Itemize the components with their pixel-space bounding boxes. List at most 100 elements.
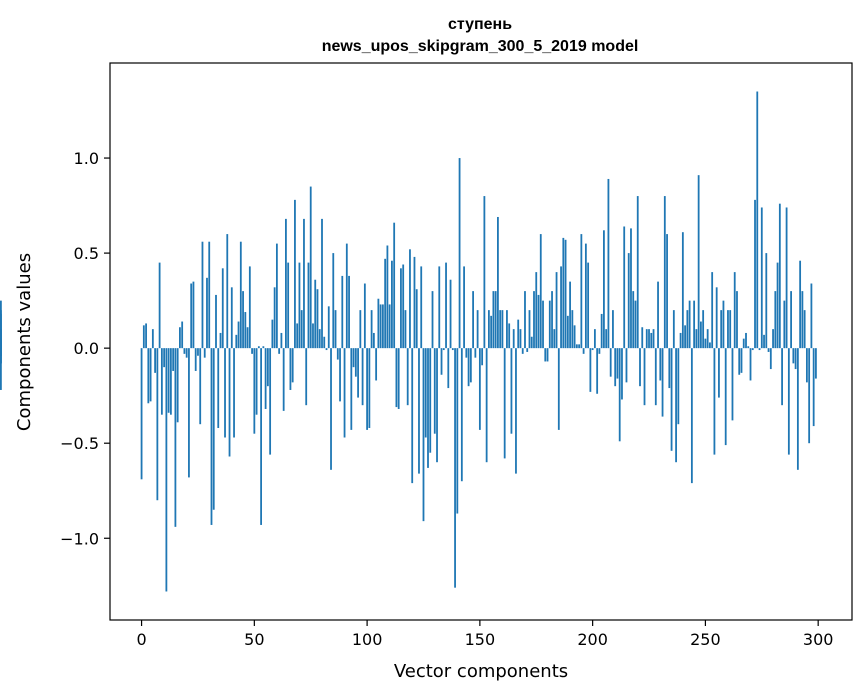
bar [754,199,756,349]
bar [688,300,691,349]
x-axis-ticks: 0 50 100 150 200 250 300 [136,620,833,649]
bar [269,348,272,455]
bar [794,348,797,370]
bar [497,216,499,349]
bar [438,266,441,349]
bar [625,348,628,383]
bar [501,310,504,349]
bar [481,348,484,366]
bar [679,332,682,349]
bar [706,329,709,349]
bar [724,348,727,446]
bar [402,264,405,349]
bar [449,279,452,349]
bar [165,348,168,592]
bar [533,291,535,349]
bar [618,348,621,442]
bar [406,348,409,406]
bar [433,348,436,434]
bar [190,283,193,349]
bar [436,348,438,463]
x-tick-label: 50 [244,630,264,649]
bar [422,348,425,522]
bar [0,348,2,356]
bar [316,289,319,349]
bar [188,348,190,478]
bar [294,199,296,349]
bar [639,348,641,387]
bar [720,310,723,349]
bar [657,281,659,349]
bar [472,291,474,349]
bar [456,348,459,514]
bar [442,348,445,351]
y-axis-label: Components values [14,253,35,431]
bar [275,243,278,349]
bar [781,348,783,406]
bar [612,310,614,349]
bar [300,310,303,349]
bar [427,348,429,468]
bar [478,348,481,430]
bar [305,348,308,406]
bar [589,348,592,392]
bar [327,306,330,349]
bar [0,348,2,364]
bar [264,348,267,409]
bar [420,266,423,349]
bar [467,348,470,387]
bar [194,348,197,371]
bar [321,218,323,349]
bar [765,253,768,349]
bar [354,348,357,377]
bar [366,348,368,430]
bar [397,348,400,409]
y-tick-label: −0.5 [60,434,99,453]
bar [224,348,226,438]
bar [722,300,725,349]
bar [278,348,281,354]
bar [776,262,779,349]
bar [391,260,393,349]
bar [681,232,684,349]
bar [677,348,680,425]
bar [348,275,350,349]
bar [244,312,247,349]
bar [172,348,175,371]
bar [808,348,811,444]
bar [569,281,571,349]
bar [217,348,220,428]
bar [228,348,231,457]
bar [282,348,285,411]
bar [801,291,804,349]
bar [641,327,644,349]
bar [521,348,524,354]
bar [176,348,179,423]
bar [774,291,777,349]
bar [614,348,617,387]
bar [650,332,653,349]
bar [465,348,468,358]
bar [715,287,718,349]
bar [454,348,456,588]
bar [359,310,362,349]
bar [652,329,655,349]
x-tick-label: 200 [577,630,608,649]
bar [309,186,312,349]
bar [400,268,402,349]
bar [219,332,222,349]
bar [458,158,461,349]
bar [474,348,477,358]
bar [494,291,497,349]
bar [287,262,290,349]
bar [388,304,391,349]
bar [291,348,294,383]
bar [524,291,526,349]
bar [571,310,574,349]
bar [634,300,637,349]
bar [528,310,531,349]
bar [381,304,384,349]
bar [668,348,671,389]
bar [675,348,677,463]
